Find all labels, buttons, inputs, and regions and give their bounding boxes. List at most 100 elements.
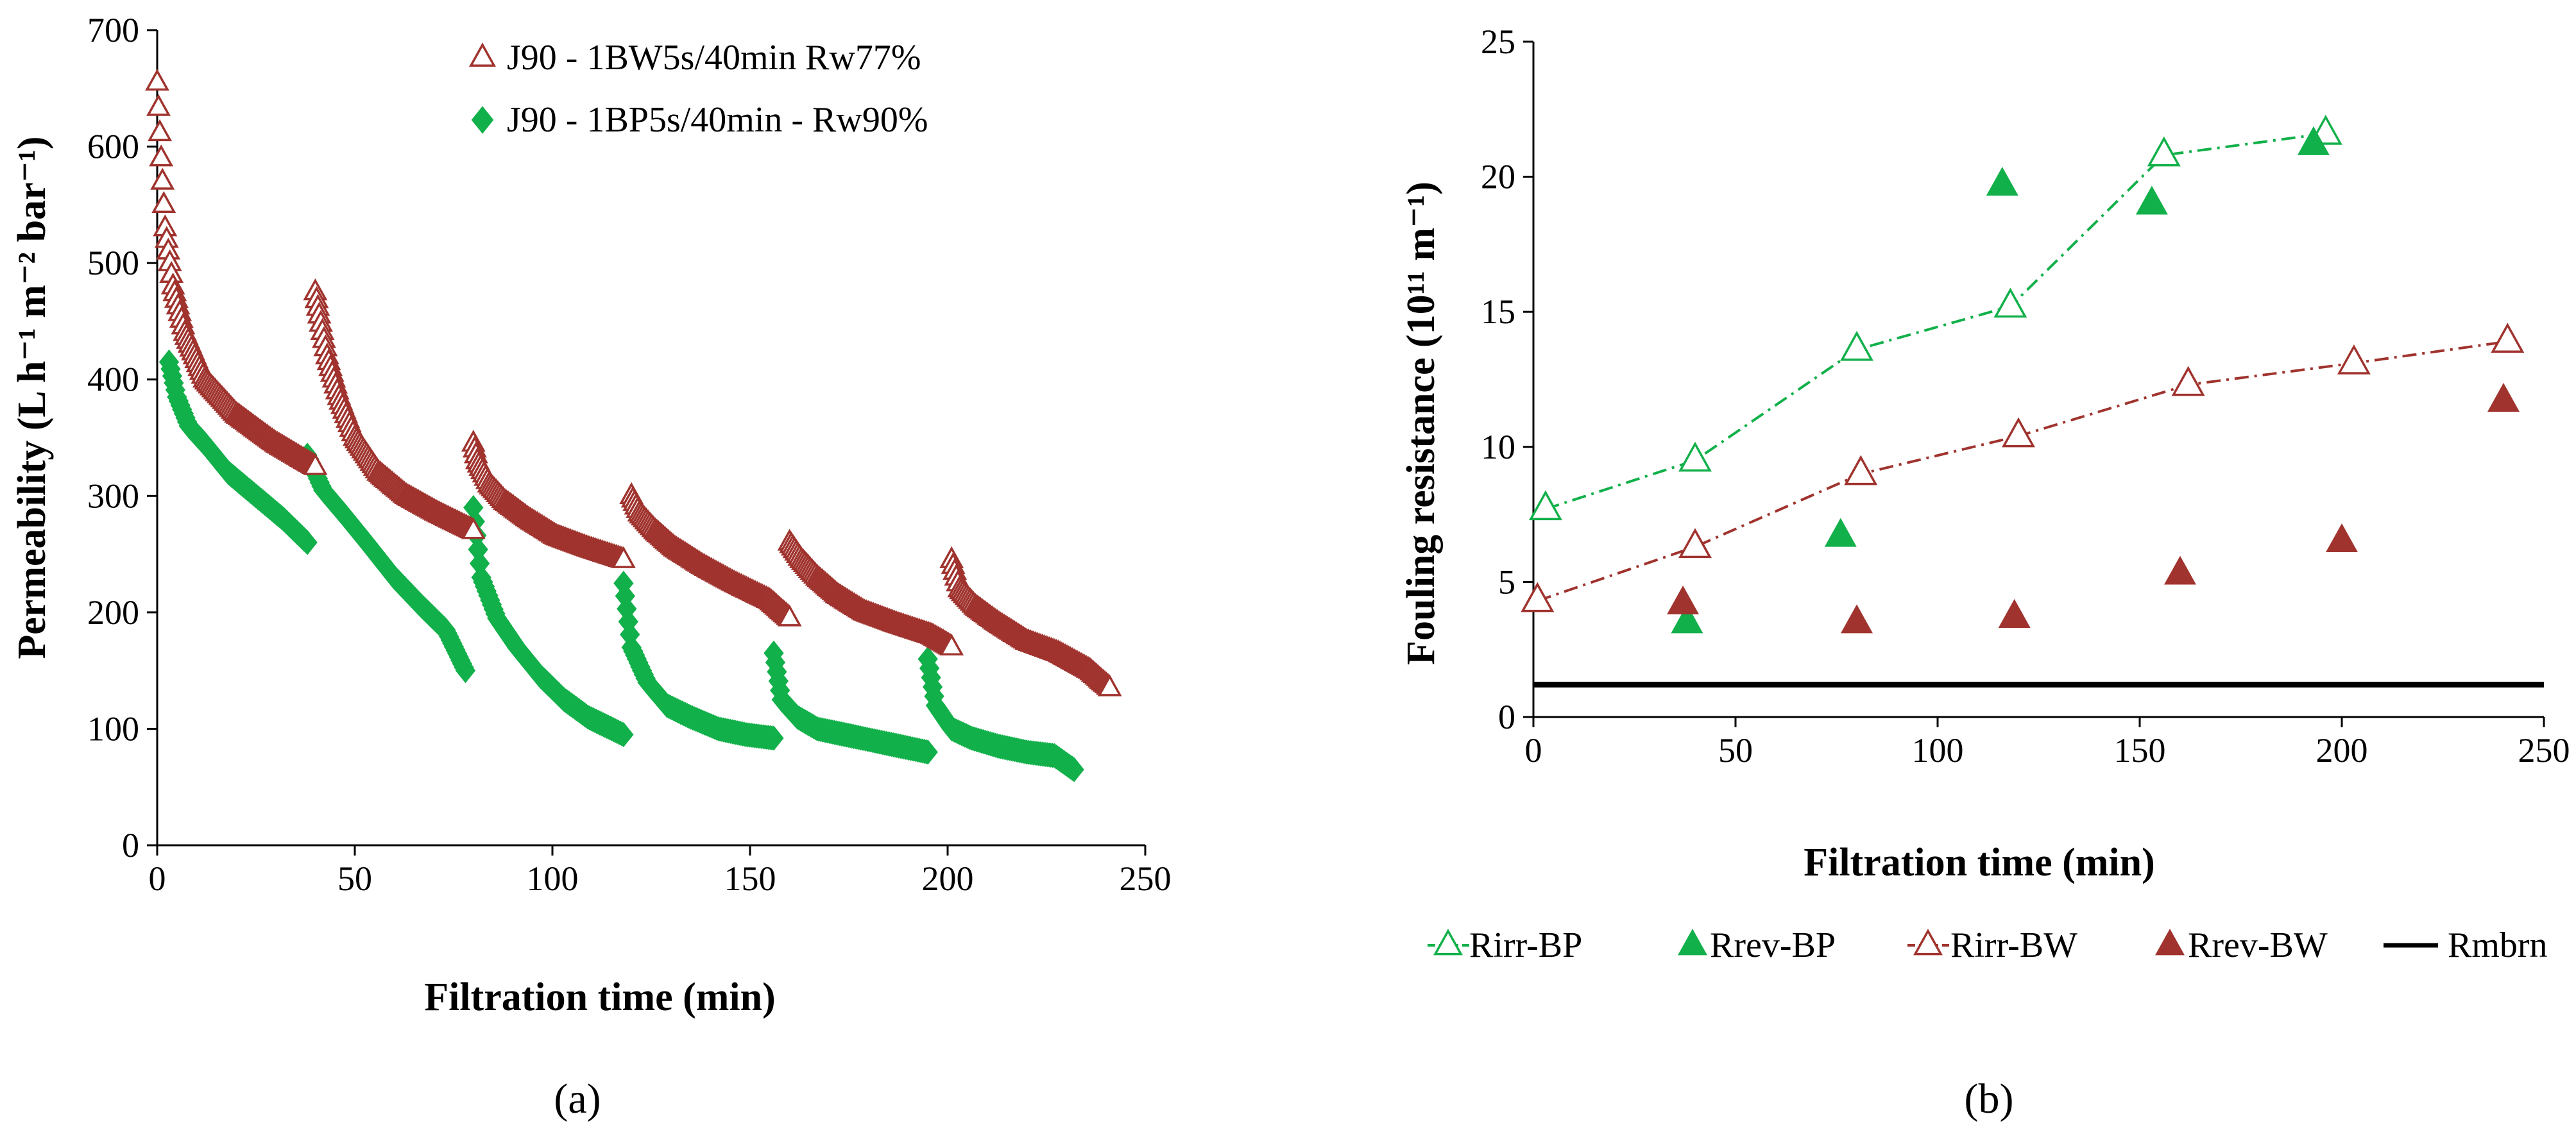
- chart-b-panel-label: (b): [1965, 1076, 2014, 1122]
- chart-b-series-1-point: [1986, 167, 2018, 196]
- chart-b-y-axis-title: Fouling resistance (10¹¹ m⁻¹): [1399, 181, 1443, 665]
- chart-b-legend-marker-3: [2155, 929, 2185, 956]
- chart-b-legend-marker-0: [1433, 929, 1463, 956]
- chart-a-point-series-0: [148, 119, 173, 142]
- chart-a-legend: J90 - 1BW5s/40min Rw77% J90 - 1BP5s/40mi…: [469, 38, 928, 140]
- chart-a-legend-label-0: J90 - 1BW5s/40min Rw77%: [507, 38, 921, 78]
- chart-b-legend-label-3: Rrev-BW: [2188, 925, 2328, 965]
- chart-b-series-0-point: [2147, 136, 2181, 167]
- chart-a-point-series-1: [763, 725, 784, 751]
- chart-b-marks: [1521, 114, 2544, 688]
- chart-a-marks: [145, 69, 1122, 782]
- chart-b-x-tick-label: 150: [2114, 731, 2166, 770]
- chart-b-legend-symbol-3: [2155, 929, 2185, 956]
- chart-a-point-series-0: [149, 144, 174, 167]
- chart-b-legend: Rirr-BP Rrev-BP Rirr-BW Rrev-BW Rmbrn: [1428, 925, 2548, 965]
- chart-b-series-3-point: [2487, 383, 2520, 412]
- chart-a-x-tick-label: 200: [922, 859, 974, 898]
- chart-b-legend-marker-2: [1913, 929, 1943, 956]
- chart-b-series-3-point: [2326, 523, 2358, 553]
- chart-a-y-tick-label: 0: [122, 826, 139, 865]
- chart-a-point-series-0: [461, 517, 486, 539]
- chart-a-point-series-0: [150, 167, 175, 190]
- chart-a-y-tick-label: 300: [87, 477, 139, 515]
- chart-b-x-tick-label: 200: [2316, 731, 2368, 770]
- chart-b-series-3-point: [1998, 599, 2031, 628]
- chart-b-y-tick-label: 25: [1481, 22, 1515, 61]
- chart-b-series-0-line: [1545, 132, 2326, 510]
- chart-b-series-1-point: [2135, 185, 2168, 215]
- chart-a-y-tick-label: 200: [87, 593, 139, 632]
- chart-b-tick-labels: 0 50 100 150 200 250 0 5 10 15 20 25: [1481, 22, 2570, 770]
- chart-a-point-series-0: [151, 190, 176, 214]
- chart-a-point-series-0: [146, 94, 171, 116]
- chart-b-series-2-point: [2491, 323, 2525, 353]
- chart-a-point-series-1: [917, 739, 938, 765]
- chart-b-legend-symbol-1: [1678, 929, 1707, 956]
- chart-b-x-tick-label: 50: [1718, 731, 1753, 770]
- chart-a-point-series-0: [611, 546, 636, 568]
- chart-b-x-tick-label: 250: [2518, 731, 2570, 770]
- chart-b-legend-label-0: Rirr-BP: [1469, 925, 1582, 965]
- chart-a-legend-symbol-1: [471, 106, 494, 134]
- chart-b-series-2-point: [1678, 528, 1712, 559]
- chart-b-series-0-point: [1678, 441, 1712, 472]
- chart-b-series-2-point: [2171, 366, 2205, 396]
- chart-a-legend-marker-1: [471, 106, 494, 134]
- chart-a-panel-label: (a): [554, 1076, 601, 1122]
- chart-b-series-0-point: [1528, 490, 1562, 521]
- chart-b-series-2-point: [2337, 344, 2371, 375]
- chart-a-x-tick-label: 100: [527, 859, 579, 898]
- chart-b-series-2-point: [1844, 455, 1878, 485]
- chart-a-y-tick-label: 500: [87, 244, 139, 282]
- chart-b-series-1-point: [2297, 126, 2330, 155]
- chart-a-y-axis-title: Permeability (L h⁻¹ m⁻² bar⁻¹): [10, 136, 54, 659]
- chart-b-y-tick-label: 15: [1481, 292, 1515, 331]
- chart-b-legend-symbol-0: [1428, 929, 1469, 956]
- chart-a-x-tick-label: 0: [149, 859, 166, 898]
- chart-a-y-tick-label: 400: [87, 360, 139, 399]
- chart-b-series-3-point: [1667, 585, 1700, 614]
- chart-a-tick-labels: 0 50 100 150 200 250 0 100 200 300 400 500 600 700: [87, 11, 1172, 898]
- chart-a-legend-label-1: J90 - 1BP5s/40min - Rw90%: [507, 100, 928, 140]
- chart-a-y-tick-label: 100: [87, 709, 139, 748]
- chart-a-legend-marker-0: [469, 42, 496, 67]
- chart-a-point-series-0: [303, 453, 328, 475]
- chart-b: 0 50 100 150 200 250 0 5 10 15 20 25 Filtration tim…: [1399, 22, 2570, 1122]
- chart-b-y-tick-label: 5: [1498, 562, 1515, 601]
- chart-b-series-3-point: [1841, 604, 1873, 634]
- chart-a-y-tick-label: 700: [87, 11, 139, 49]
- chart-a-point-series-0: [145, 69, 169, 91]
- chart-a-point-series-1: [1064, 757, 1084, 782]
- chart-b-series-0-point: [1840, 330, 1873, 361]
- chart-b-legend-label-4: Rmbrn: [2448, 925, 2548, 965]
- chart-b-series-3-point: [2164, 555, 2196, 585]
- chart-a-point-series-0: [939, 633, 964, 656]
- chart-a-x-axis-title: Filtration time (min): [424, 975, 776, 1019]
- chart-b-y-tick-label: 10: [1481, 428, 1515, 466]
- chart-a-x-tick-label: 250: [1120, 859, 1172, 898]
- chart-b-series-1-point: [1671, 604, 1703, 634]
- chart-a-legend-symbol-0: [469, 42, 496, 67]
- chart-a-x-tick-label: 50: [337, 859, 372, 898]
- chart-a-point-series-0: [777, 604, 802, 627]
- chart-a: 0 50 100 150 200 250 0 100 200 300 400 500 600 700 Fi…: [10, 11, 1172, 1122]
- chart-a-x-tick-label: 150: [724, 859, 776, 898]
- chart-a-y-tick-label: 600: [87, 128, 139, 166]
- chart-a-point-series-0: [1097, 674, 1122, 696]
- chart-b-y-tick-label: 0: [1498, 698, 1515, 736]
- chart-b-legend-label-1: Rrev-BP: [1710, 925, 1836, 965]
- chart-b-series-2-point: [1521, 582, 1555, 612]
- chart-b-x-tick-label: 100: [1912, 731, 1964, 770]
- chart-b-legend-marker-1: [1678, 929, 1707, 956]
- chart-b-y-tick-label: 20: [1481, 158, 1515, 196]
- chart-b-x-axis-title: Filtration time (min): [1804, 841, 2155, 884]
- chart-b-series-1-point: [1824, 518, 1857, 547]
- chart-a-point-series-1: [455, 658, 476, 684]
- chart-b-series-2-point: [2002, 417, 2035, 448]
- chart-b-series-0-point: [1993, 287, 2027, 318]
- chart-a-point-series-1: [297, 530, 318, 555]
- chart-a-point-series-1: [613, 721, 634, 748]
- chart-b-x-tick-label: 0: [1525, 731, 1542, 770]
